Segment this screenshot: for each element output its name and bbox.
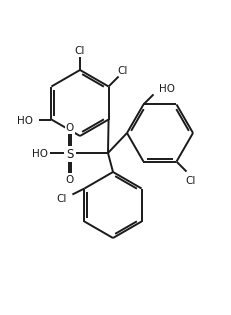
- Text: HO: HO: [159, 84, 175, 94]
- Text: HO: HO: [32, 149, 48, 159]
- Text: Cl: Cl: [56, 194, 66, 204]
- Text: Cl: Cl: [74, 46, 85, 56]
- Text: Cl: Cl: [185, 175, 195, 186]
- Text: Cl: Cl: [117, 66, 127, 76]
- Text: O: O: [66, 123, 74, 133]
- Text: HO: HO: [17, 116, 33, 125]
- Text: S: S: [66, 148, 73, 161]
- Text: O: O: [66, 175, 74, 185]
